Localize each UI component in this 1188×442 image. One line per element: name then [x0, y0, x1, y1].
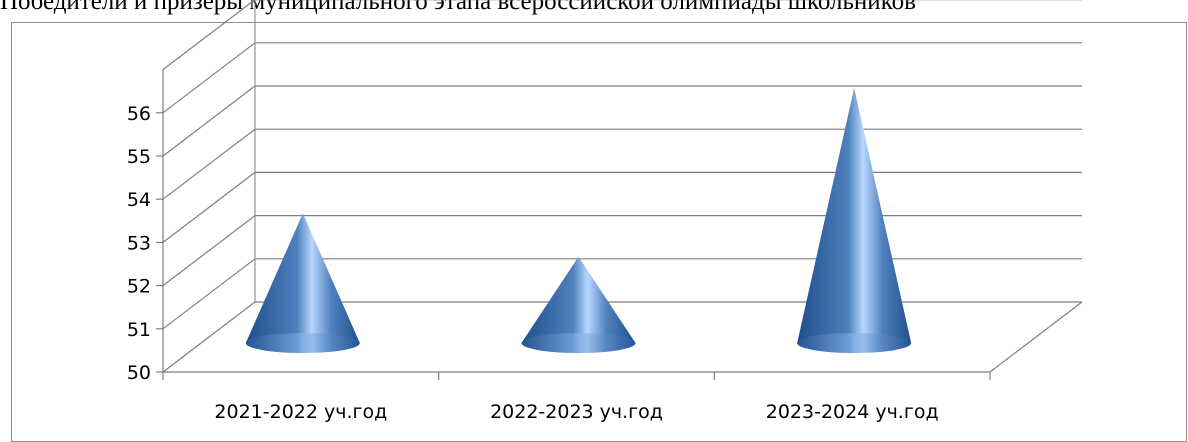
- category-label: 2022-2023 уч.год: [490, 401, 663, 423]
- gridline-wall: [162, 301, 256, 373]
- cone-body: [521, 256, 636, 353]
- y-tick-label: 52: [127, 276, 151, 298]
- gridline-wall: [162, 128, 256, 200]
- y-tick-label: 51: [127, 319, 151, 341]
- cone-base: [245, 333, 360, 353]
- gridline-wall: [162, 0, 256, 71]
- y-tick-label: 56: [127, 103, 151, 125]
- floor-edge: [989, 301, 1083, 373]
- y-tick-label: 55: [127, 146, 151, 168]
- category-label: 2021-2022 уч.год: [214, 401, 387, 423]
- cone-bar: [245, 213, 360, 354]
- y-tick-label: 53: [127, 232, 151, 254]
- gridline-wall: [162, 85, 256, 157]
- chart-title: Победители и призеры муниципального этап…: [0, 0, 916, 15]
- cone-bar: [521, 256, 636, 353]
- cone-body: [797, 88, 912, 354]
- labels: 50 51 52 53 54 55 56 2021-2022 уч.год 2022-2023 …: [127, 103, 939, 423]
- gridline-wall: [162, 258, 256, 330]
- cone-base: [521, 333, 636, 353]
- gridline-wall: [162, 171, 256, 243]
- cone-base: [797, 333, 912, 353]
- axes: [156, 69, 1083, 380]
- gridline-wall: [162, 42, 256, 114]
- y-tick-label: 50: [127, 362, 151, 384]
- gridline-wall: [162, 215, 256, 287]
- grid-lines: [162, 0, 1082, 373]
- y-tick-label: 54: [127, 189, 151, 211]
- cone-body: [245, 213, 360, 354]
- cone-bar: [797, 88, 912, 354]
- cones: [245, 88, 912, 354]
- category-label: 2023-2024 уч.год: [766, 401, 939, 423]
